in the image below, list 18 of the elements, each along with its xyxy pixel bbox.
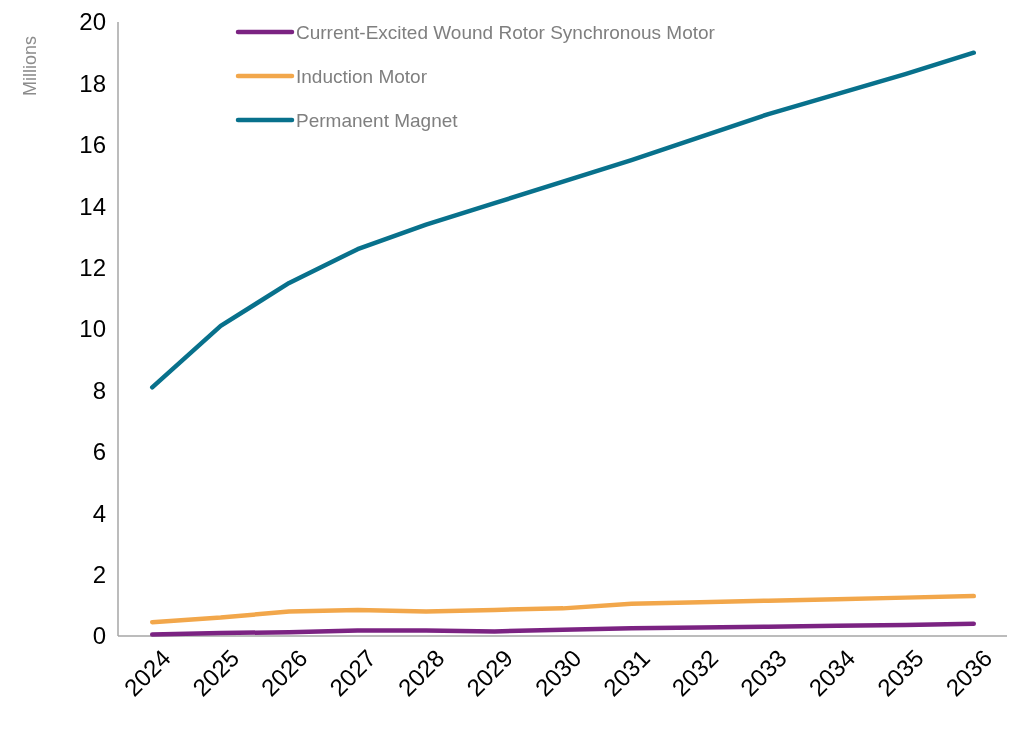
- legend-label: Induction Motor: [296, 65, 428, 87]
- y-tick-label: 12: [79, 254, 106, 281]
- y-tick-label: 2: [92, 561, 106, 588]
- y-tick-label: 16: [79, 131, 106, 159]
- y-tick-label: 8: [92, 376, 106, 404]
- y-tick-label: 18: [79, 69, 106, 97]
- y-tick-label: 20: [79, 8, 106, 36]
- y-tick-label: 14: [79, 192, 106, 220]
- legend-label: Current-Excited Wound Rotor Synchronous Motor: [296, 21, 716, 43]
- y-tick-label: 4: [92, 499, 106, 527]
- legend-label: Permanent Magnet: [296, 109, 459, 131]
- line-series: [149, 50, 977, 390]
- line-series: [149, 621, 977, 637]
- y-tick-label: 0: [92, 622, 106, 650]
- line-series: [149, 593, 977, 625]
- y-axis-title: Millions: [20, 35, 40, 97]
- y-tick-label: 10: [79, 315, 106, 343]
- y-tick-label: 6: [92, 438, 106, 466]
